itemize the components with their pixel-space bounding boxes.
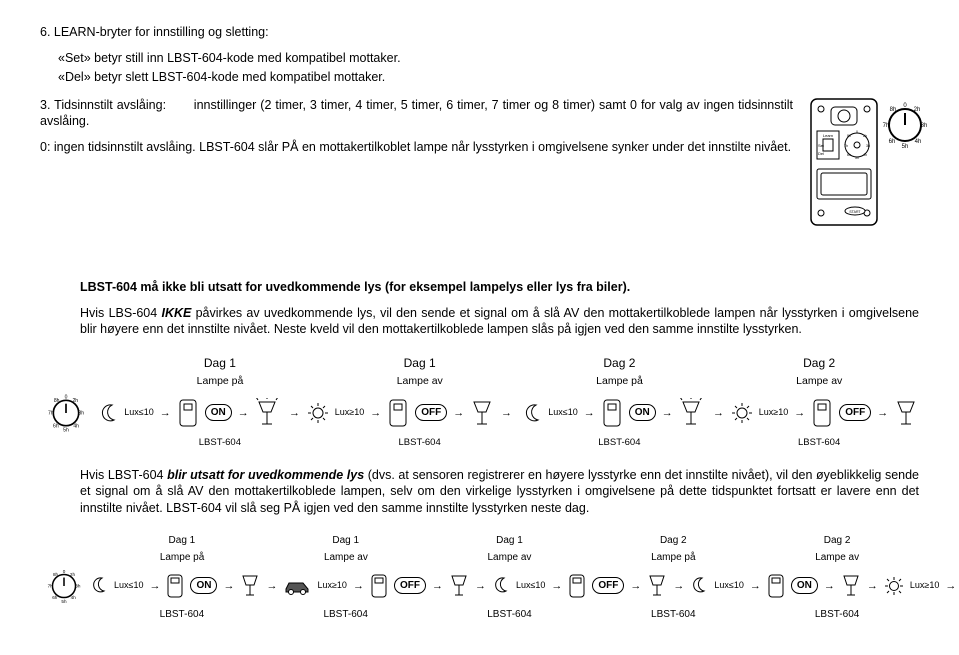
lamp-on-icon [240,573,260,599]
svg-text:0: 0 [856,130,858,134]
scenario1-lamp-row: Lampe på Lampe av Lampe på Lampe av [40,375,919,389]
svg-text:3h: 3h [75,583,81,588]
hvis-ikke-paragraph: Hvis LBS-604 IKKE påvirkes av uvedkommen… [40,305,919,338]
off-badge: OFF [839,404,871,421]
section-6-line-del: «Del» betyr slett LBST-604-kode med komp… [40,69,919,85]
section-3-row: 3. Tidsinnstilt avslåing: innstillinger … [40,97,919,279]
svg-text:6h: 6h [53,423,59,429]
lamp-off-icon [449,573,469,599]
device-illustration: Learn Set Del 0 8h 2h 7h 3h 6h 4h 5h STA… [809,97,919,279]
section-3-heading: 3. Tidsinnstilt avslåing: [40,98,166,112]
section-6-line-set: «Set» betyr still inn LBST-604-kode med … [40,50,919,66]
svg-text:5h: 5h [855,156,859,160]
sensor-icon [811,398,833,428]
scenario2-lamp-row: Lampe på Lampe av Lampe av Lampe på Lamp… [40,551,919,564]
lamp-off-icon [470,398,494,428]
svg-text:0: 0 [63,569,66,574]
arrow-icon: → [160,406,171,420]
device-start-label: START [849,210,861,214]
sensor-icon [166,573,184,599]
svg-text:5h: 5h [63,427,69,433]
arrow-icon: → [584,406,595,420]
bold-warning: LBST-604 må ikke bli utsatt for uvedkomm… [40,279,919,295]
moon-icon [492,575,510,597]
svg-text:4h: 4h [73,423,79,429]
svg-text:3h: 3h [866,144,870,148]
section-6: 6. LEARN-bryter for innstilling og slett… [40,24,919,85]
sun-icon [307,402,329,424]
svg-text:4h: 4h [915,139,922,145]
on-badge: ON [205,404,232,421]
svg-text:2h: 2h [863,134,867,138]
moon-icon [522,401,542,425]
sensor-icon [370,573,388,599]
on-badge: ON [629,404,656,421]
car-icon [283,577,311,595]
moon-icon [90,575,108,597]
svg-text:8h: 8h [890,107,897,113]
arrow-icon: → [370,406,381,420]
arrow-icon: → [877,406,888,420]
svg-text:6h: 6h [889,139,896,145]
moon-icon [690,575,708,597]
scenario2-day-row: Dag 1 Dag 1 Dag 1 Dag 2 Dag 2 [40,534,919,547]
svg-text:5h: 5h [902,144,909,150]
svg-text:3h: 3h [78,410,84,416]
arrow-icon: → [238,406,249,420]
lamp-on-icon [841,573,861,599]
dial-icon: 0 8h 2h 7h 3h 6h 5h 4h [44,391,88,435]
scenario-2: Dag 1 Dag 1 Dag 1 Dag 2 Dag 2 Lampe på L… [40,534,919,621]
svg-text:6h: 6h [52,595,58,600]
zero-line: 0: ingen tidsinnstilt avslåing. LBST-604… [40,139,793,155]
lamp-on-icon [679,398,703,428]
svg-text:7h: 7h [48,410,54,416]
svg-text:7h: 7h [883,123,890,129]
svg-text:5h: 5h [61,599,67,604]
section-3-text: 3. Tidsinnstilt avslåing: innstillinger … [40,97,793,130]
dial-icon: 0 8h 2h 7h 3h 6h 5h 4h [44,566,84,606]
scenario1-day-row: Dag 1 Dag 1 Dag 2 Dag 2 [40,356,919,372]
svg-text:0: 0 [65,394,68,400]
off-badge: OFF [415,404,447,421]
sensor-icon [387,398,409,428]
arrow-icon: → [501,406,512,420]
arrow-icon: → [713,406,724,420]
section-6-heading: 6. LEARN-bryter for innstilling og slett… [40,24,919,40]
sun-icon [884,576,904,596]
svg-text:3h: 3h [921,123,928,129]
lamp-off-icon [894,398,918,428]
sensor-icon [767,573,785,599]
svg-text:2h: 2h [72,398,78,404]
scenario1-icon-row: 0 8h 2h 7h 3h 6h 5h 4h Lux≤10 → ON → → L… [40,391,919,435]
scenario2-icon-row: 0 8h 2h 7h 3h 6h 5h 4h Lux≤10 → ON → → L… [40,566,919,606]
arrow-icon: → [662,406,673,420]
svg-text:2h: 2h [70,572,76,577]
svg-text:7h: 7h [844,144,848,148]
svg-text:6h: 6h [847,153,851,157]
hvis-blir-paragraph: Hvis LBST-604 blir utsatt for uvedkommen… [40,467,919,516]
scenario1-caption-row: LBST-604 LBST-604 LBST-604 LBST-604 [40,437,919,449]
sensor-icon [568,573,586,599]
svg-text:2h: 2h [914,107,921,113]
moon-icon [98,401,118,425]
lamp-off-icon [647,573,667,599]
svg-text:8h: 8h [53,572,59,577]
svg-text:8h: 8h [847,134,851,138]
svg-text:4h: 4h [71,595,77,600]
svg-text:7h: 7h [48,583,54,588]
sensor-icon [601,398,623,428]
device-set-label: Set [818,143,825,148]
lamp-on-icon [255,398,279,428]
svg-text:4h: 4h [863,153,867,157]
device-learn-label: Learn [823,133,833,138]
scenario2-caption-row: LBST-604 LBST-604 LBST-604 LBST-604 LBST… [40,608,919,621]
sun-icon [731,402,753,424]
device-del-label: Del [818,151,824,156]
sensor-icon [177,398,199,428]
arrow-icon: → [794,406,805,420]
arrow-icon: → [453,406,464,420]
arrow-icon: → [289,406,300,420]
svg-text:8h: 8h [54,398,60,404]
scenario-1: Dag 1 Dag 1 Dag 2 Dag 2 Lampe på Lampe a… [40,356,919,450]
